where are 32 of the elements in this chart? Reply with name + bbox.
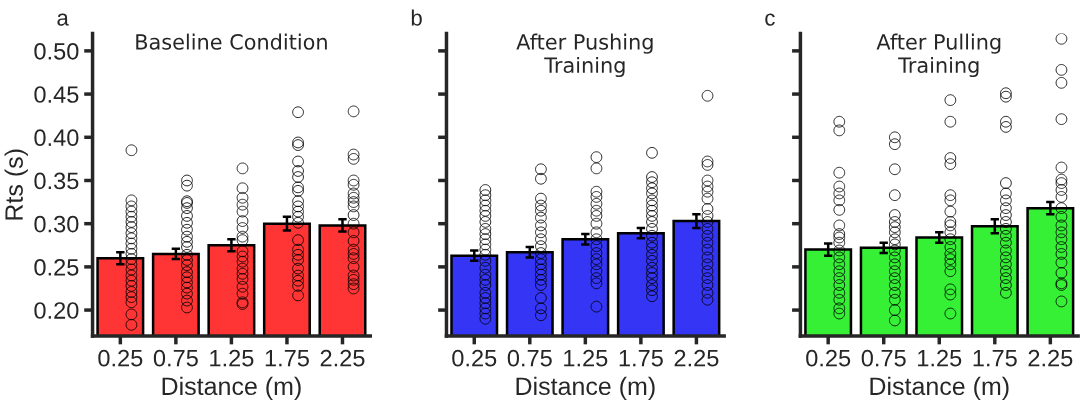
x-tick-label: 1.25 bbox=[918, 349, 962, 367]
text: c bbox=[765, 13, 775, 26]
x-axis-title: Distance (m) bbox=[162, 376, 301, 401]
text: After Pushing Training bbox=[516, 33, 653, 78]
x-tick-label: 1.25 bbox=[564, 349, 608, 367]
y-tick-label: 0.40 bbox=[34, 129, 79, 147]
x-tick-label: 0.75 bbox=[153, 349, 198, 367]
x-tick-label: 0.25 bbox=[452, 349, 497, 367]
chart-title: Baseline Condition bbox=[136, 33, 327, 50]
x-tick-label: 1.75 bbox=[619, 350, 663, 367]
y-tick-label: 0.20 bbox=[34, 302, 79, 319]
x-tick-label: 1.25 bbox=[210, 349, 254, 367]
x-tick-label: 2.25 bbox=[1028, 349, 1073, 367]
x-tick-label: 0.25 bbox=[806, 349, 851, 367]
y-tick-label: 0.50 bbox=[34, 42, 79, 60]
x-tick-label: 1.75 bbox=[973, 350, 1017, 367]
x-tick-label: 1.75 bbox=[265, 350, 309, 367]
x-tick-label: 2.25 bbox=[320, 349, 365, 367]
y-tick-label: 0.30 bbox=[34, 215, 79, 233]
text: a bbox=[57, 13, 69, 26]
x-tick-label: 0.75 bbox=[507, 349, 552, 367]
x-axis-title: Distance (m) bbox=[516, 376, 655, 401]
x-tick-label: 2.25 bbox=[674, 349, 719, 367]
y-axis-title: Rts (s) bbox=[4, 149, 28, 220]
y-tick-label: 0.45 bbox=[34, 86, 79, 103]
text: b bbox=[411, 9, 422, 26]
y-tick-label: 0.25 bbox=[34, 258, 79, 276]
x-tick-label: 0.25 bbox=[98, 349, 143, 367]
text: After Pulling Training bbox=[876, 33, 1001, 78]
y-tick-label: 0.35 bbox=[34, 172, 79, 190]
x-tick-label: 0.75 bbox=[861, 349, 906, 367]
x-axis-title: Distance (m) bbox=[870, 376, 1009, 401]
